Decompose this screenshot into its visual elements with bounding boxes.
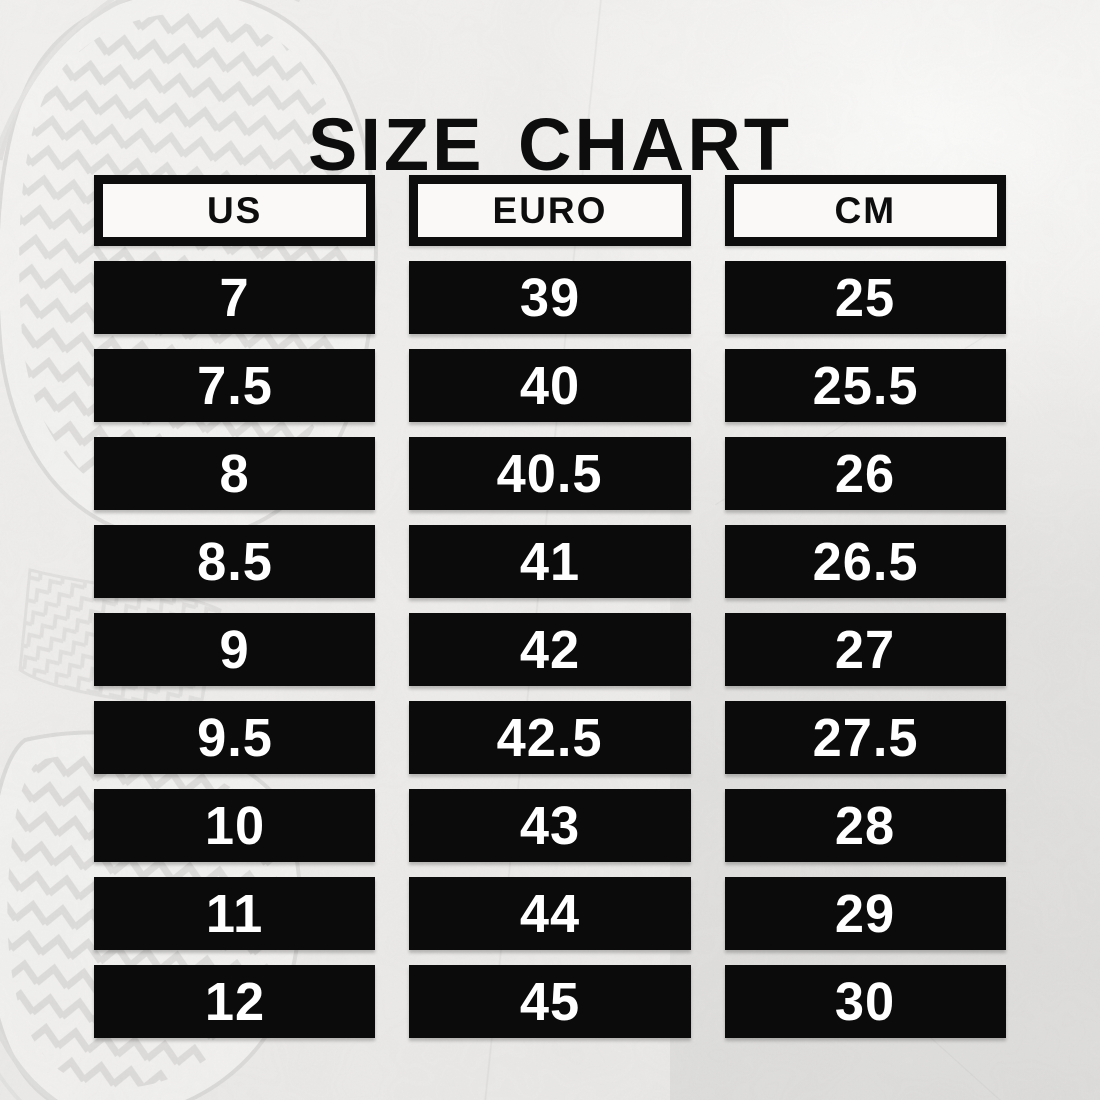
size-cell: 43 <box>409 789 691 862</box>
size-cell: 44 <box>409 877 691 950</box>
column-header-label: CM <box>834 189 897 231</box>
size-cell: 11 <box>94 877 376 950</box>
size-cell: 40.5 <box>409 437 691 510</box>
size-value: 29 <box>835 883 896 944</box>
size-cell: 27.5 <box>724 701 1006 774</box>
column-header-euro: EURO <box>409 175 691 246</box>
size-cell: 42.5 <box>409 701 691 774</box>
size-value: 11 <box>205 883 264 944</box>
size-cell: 39 <box>409 261 691 334</box>
size-value: 9 <box>219 619 250 680</box>
size-value: 12 <box>204 971 265 1032</box>
size-cell: 41 <box>409 525 691 598</box>
column-header-cm: CM <box>724 175 1006 246</box>
size-cell: 42 <box>409 613 691 686</box>
size-cell: 8 <box>94 437 376 510</box>
size-cell: 9.5 <box>94 701 376 774</box>
size-cell: 25.5 <box>724 349 1006 422</box>
size-value: 42 <box>519 619 581 680</box>
size-cell: 8.5 <box>94 525 376 598</box>
size-cell: 7.5 <box>94 349 376 422</box>
size-value: 26 <box>835 443 896 504</box>
size-value: 8 <box>219 443 250 504</box>
size-value: 26.5 <box>812 531 919 592</box>
size-value: 9.5 <box>196 707 273 768</box>
size-cell: 29 <box>724 877 1006 950</box>
size-cell: 26 <box>724 437 1006 510</box>
size-cell: 12 <box>94 965 376 1038</box>
size-value: 10 <box>204 795 265 856</box>
size-value: 27 <box>835 619 896 680</box>
column-header-label: US <box>206 189 263 231</box>
size-value: 25.5 <box>812 355 919 416</box>
size-value: 27.5 <box>812 707 919 768</box>
size-value: 40 <box>519 355 581 416</box>
column-header-us: US <box>94 175 376 246</box>
size-value: 45 <box>519 971 581 1032</box>
size-table: US EURO CM 7 39 25 7.5 40 25.5 8 40.5 26 8.5 41 26.5 9 4… <box>94 175 1006 1038</box>
size-value: 43 <box>519 795 581 856</box>
size-cell: 30 <box>724 965 1006 1038</box>
size-cell: 45 <box>409 965 691 1038</box>
size-cell: 27 <box>724 613 1006 686</box>
size-value: 25 <box>835 267 896 328</box>
size-value: 8.5 <box>196 531 273 592</box>
size-cell: 26.5 <box>724 525 1006 598</box>
size-value: 42.5 <box>497 707 603 768</box>
size-value: 7.5 <box>196 355 273 416</box>
size-cell: 7 <box>94 261 376 334</box>
size-value: 30 <box>835 971 896 1032</box>
size-cell: 25 <box>724 261 1006 334</box>
size-value: 39 <box>519 267 581 328</box>
size-cell: 9 <box>94 613 376 686</box>
size-value: 7 <box>219 267 250 328</box>
column-header-label: EURO <box>492 189 608 231</box>
size-value: 41 <box>519 531 581 592</box>
page-title: SIZE CHART <box>308 102 792 186</box>
size-value: 44 <box>519 883 581 944</box>
size-value: 28 <box>835 795 896 856</box>
size-cell: 28 <box>724 789 1006 862</box>
size-cell: 40 <box>409 349 691 422</box>
size-value: 40.5 <box>497 443 603 504</box>
size-cell: 10 <box>94 789 376 862</box>
